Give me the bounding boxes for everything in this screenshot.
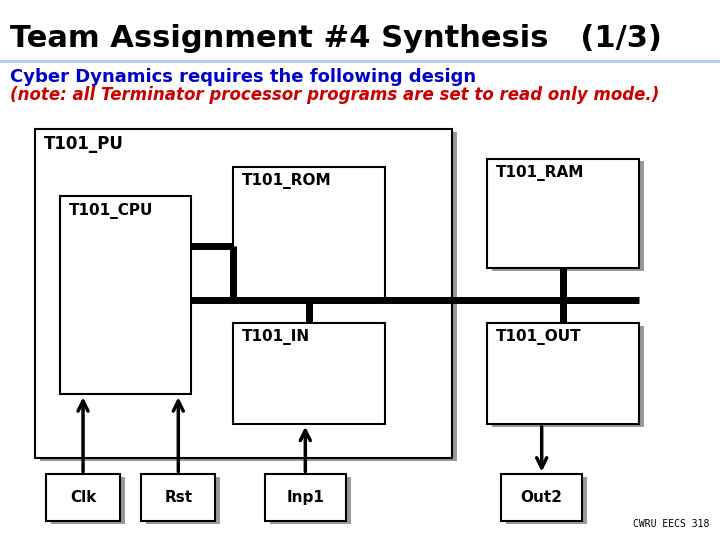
- Bar: [233, 323, 384, 424]
- Bar: [40, 132, 456, 461]
- Text: T101_OUT: T101_OUT: [495, 329, 581, 345]
- Text: Out2: Out2: [521, 490, 563, 505]
- Bar: [46, 475, 120, 521]
- Text: T101_CPU: T101_CPU: [68, 202, 153, 219]
- Bar: [141, 475, 215, 521]
- Text: Inp1: Inp1: [287, 490, 324, 505]
- Bar: [233, 167, 384, 302]
- Bar: [492, 326, 644, 427]
- Text: T101_ROM: T101_ROM: [241, 173, 331, 190]
- Bar: [35, 129, 451, 457]
- Bar: [501, 475, 582, 521]
- Text: Rst: Rst: [164, 490, 192, 505]
- Text: T101_IN: T101_IN: [241, 329, 310, 345]
- Text: T101_RAM: T101_RAM: [495, 165, 584, 181]
- Bar: [265, 475, 346, 521]
- Bar: [238, 326, 390, 427]
- Bar: [487, 159, 639, 268]
- Text: Team Assignment #4 Synthesis   (1/3): Team Assignment #4 Synthesis (1/3): [10, 24, 662, 53]
- Text: CWRU EECS 318: CWRU EECS 318: [633, 519, 709, 529]
- Bar: [238, 170, 390, 305]
- Text: (note: all Terminator processor programs are set to read only mode.): (note: all Terminator processor programs…: [10, 86, 660, 104]
- Bar: [270, 477, 351, 524]
- Bar: [492, 161, 644, 271]
- Bar: [60, 197, 191, 394]
- Bar: [65, 199, 196, 397]
- Text: Clk: Clk: [70, 490, 96, 505]
- Bar: [506, 477, 588, 524]
- Bar: [51, 477, 125, 524]
- Text: Cyber Dynamics requires the following design: Cyber Dynamics requires the following de…: [10, 68, 476, 85]
- Bar: [146, 477, 220, 524]
- Text: T101_PU: T101_PU: [44, 136, 124, 153]
- Bar: [487, 323, 639, 424]
